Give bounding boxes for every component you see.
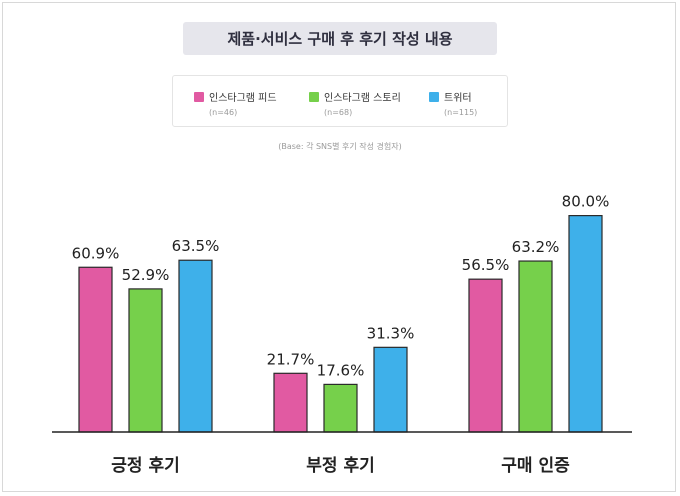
legend: 인스타그램 피드 (n=46) 인스타그램 스토리 (n=68) 트위터 (n=… (172, 75, 508, 127)
category-label-negative: 부정 후기 (306, 455, 374, 476)
data-label-negative-instagram-feed: 21.7% (267, 350, 315, 368)
legend-n-instagram-feed: (n=46) (209, 108, 238, 117)
legend-n-twitter: (n=115) (444, 108, 478, 117)
chart-title: 제품·서비스 구매 후 후기 작성 내용 (183, 22, 497, 55)
bar-purchase-proof-twitter (568, 215, 603, 433)
bar-negative-instagram-feed (273, 372, 308, 433)
legend-label-instagram-story: 인스타그램 스토리 (324, 93, 401, 104)
legend-swatch-instagram-story (309, 92, 319, 102)
data-label-purchase-proof-instagram-story: 63.2% (512, 238, 560, 256)
chart-title-text: 제품·서비스 구매 후 후기 작성 내용 (227, 30, 453, 48)
legend-n-instagram-story: (n=68) (324, 108, 353, 117)
bar-positive-instagram-feed (78, 266, 113, 433)
data-label-purchase-proof-instagram-feed: 56.5% (462, 256, 510, 274)
bar-negative-twitter (373, 346, 408, 433)
chart-frame (2, 2, 676, 492)
data-label-positive-instagram-story: 52.9% (122, 266, 170, 284)
bar-purchase-proof-instagram-story (518, 260, 553, 433)
legend-label-instagram-feed: 인스타그램 피드 (209, 93, 277, 104)
bar-positive-instagram-story (128, 288, 163, 433)
data-label-negative-twitter: 31.3% (367, 324, 415, 342)
data-label-positive-instagram-feed: 60.9% (72, 244, 120, 262)
base-note: (Base: 각 SNS별 후기 작성 경험자) (278, 142, 402, 151)
bar-negative-instagram-story (323, 383, 358, 433)
legend-swatch-instagram-feed (194, 92, 204, 102)
bar-purchase-proof-instagram-feed (468, 278, 503, 433)
legend-swatch-twitter (429, 92, 439, 102)
data-label-negative-instagram-story: 17.6% (317, 361, 365, 379)
category-label-positive: 긍정 후기 (111, 455, 179, 476)
data-label-purchase-proof-twitter: 80.0% (562, 193, 610, 211)
legend-label-twitter: 트위터 (444, 93, 472, 104)
category-label-purchase-proof: 구매 인증 (501, 456, 570, 476)
data-label-positive-twitter: 63.5% (172, 237, 220, 255)
bar-positive-twitter (178, 259, 213, 433)
